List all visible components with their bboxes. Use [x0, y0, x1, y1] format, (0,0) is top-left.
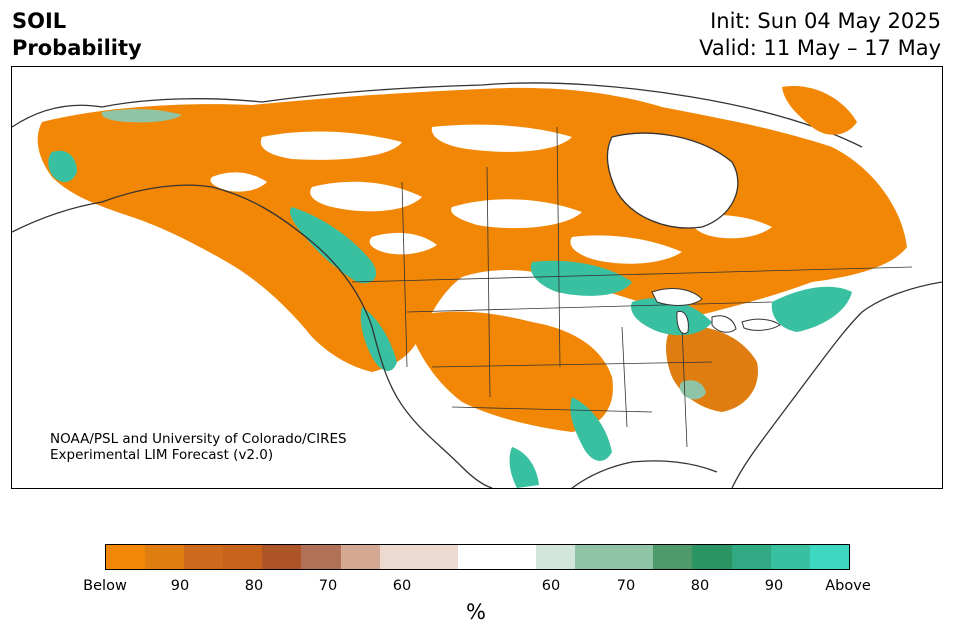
colorbar-tick-label: 60: [392, 578, 412, 594]
above-normal-regions: [48, 150, 852, 488]
great-lakes: [651, 288, 781, 334]
colorbar-bin: [731, 545, 771, 569]
credit-line-1: NOAA/PSL and University of Colorado/CIRE…: [50, 431, 347, 447]
probability-colorbar: [105, 544, 850, 570]
colorbar-tick-label: Below: [83, 578, 127, 594]
coastlines: [12, 82, 942, 488]
colorbar-bin: [379, 545, 458, 569]
colorbar-bin: [145, 545, 185, 569]
below-normal-region-southwest: [411, 311, 613, 432]
variable-subtitle: Probability: [12, 36, 142, 60]
colorbar-bin: [457, 545, 537, 569]
colorbar-tick-label: 90: [170, 578, 190, 594]
credit-line-2: Experimental LIM Forecast (v2.0): [50, 447, 274, 463]
colorbar-bin: [692, 545, 732, 569]
data-credit: NOAA/PSL and University of Colorado/CIRE…: [50, 431, 347, 463]
colorbar-tick-label: Above: [825, 578, 871, 594]
state-borders: [351, 126, 913, 448]
colorbar-tick-label: 90: [764, 578, 784, 594]
colorbar-bin: [653, 545, 693, 569]
forecast-dates: Init: Sun 04 May 2025 Valid: 11 May – 17…: [699, 8, 941, 62]
colorbar-bin: [301, 545, 341, 569]
colorbar-bin: [536, 545, 576, 569]
colorbar-unit: %: [466, 600, 486, 624]
colorbar-bin: [106, 545, 146, 569]
greenland-edge: [782, 86, 857, 135]
colorbar-tick-label: 80: [244, 578, 264, 594]
colorbar-bin: [184, 545, 224, 569]
valid-range: Valid: 11 May – 17 May: [699, 36, 941, 60]
colorbar-bin: [262, 545, 302, 569]
colorbar-bin: [809, 545, 849, 569]
colorbar-bin: [223, 545, 263, 569]
colorbar-bin: [770, 545, 810, 569]
colorbar-tick-label: 80: [690, 578, 710, 594]
weak-above-normal: [101, 109, 706, 400]
colorbar-tick-label: 70: [318, 578, 338, 594]
colorbar-tick-label: 70: [616, 578, 636, 594]
hudson-bay-area: [607, 133, 738, 228]
map-title: SOIL Probability: [12, 8, 142, 62]
north-america-map: [12, 67, 942, 488]
colorbar-bin: [340, 545, 380, 569]
colorbar-bin: [575, 545, 654, 569]
variable-name: SOIL: [12, 9, 67, 33]
init-date: Init: Sun 04 May 2025: [710, 9, 941, 33]
map-panel: NOAA/PSL and University of Colorado/CIRE…: [11, 66, 943, 489]
colorbar-tick-label: 60: [541, 578, 561, 594]
